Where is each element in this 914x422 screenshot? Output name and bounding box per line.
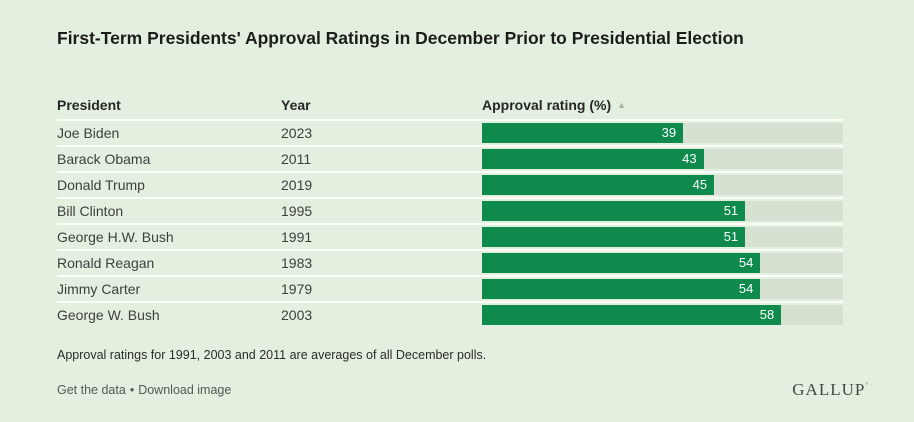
rating-cell: 51 — [482, 227, 843, 247]
rating-cell: 54 — [482, 279, 843, 299]
president-cell: Barack Obama — [57, 151, 151, 167]
rating-cell: 43 — [482, 149, 843, 169]
table-row: George W. Bush 2003 58 — [57, 301, 843, 327]
table-row: Jimmy Carter 1979 54 — [57, 275, 843, 301]
table-row: Barack Obama 2011 43 — [57, 145, 843, 171]
bar-value-label: 39 — [661, 125, 677, 140]
president-cell: Jimmy Carter — [57, 281, 141, 297]
bar-track: 45 — [482, 175, 843, 195]
table-row: George H.W. Bush 1991 51 — [57, 223, 843, 249]
approval-bar[interactable]: 54 — [482, 279, 761, 299]
sort-ascending-icon: ▲ — [617, 100, 627, 110]
year-cell: 1991 — [281, 229, 313, 245]
chart-title: First-Term Presidents' Approval Ratings … — [57, 28, 744, 48]
gallup-logo-text: GALLUP — [792, 380, 866, 399]
table-header-row: President Year Approval rating (%) ▲ — [57, 97, 843, 119]
bar-value-label: 51 — [723, 229, 739, 244]
bar-value-label: 58 — [759, 307, 775, 322]
year-cell: 1983 — [281, 255, 313, 271]
gallup-logo: GALLUP’ — [792, 380, 868, 400]
rating-cell: 58 — [482, 305, 843, 325]
approval-bar[interactable]: 54 — [482, 253, 761, 273]
column-header-president[interactable]: President — [57, 97, 121, 113]
footer: Get the data • Download image GALLUP’ — [57, 380, 868, 400]
year-cell: 2011 — [281, 151, 312, 167]
bar-value-label: 43 — [682, 151, 697, 166]
table-row: Ronald Reagan 1983 54 — [57, 249, 843, 275]
bar-track: 39 — [482, 123, 843, 143]
bar-track: 51 — [482, 227, 843, 247]
approval-bar[interactable]: 58 — [482, 305, 782, 325]
approval-ratings-table: President Year Approval rating (%) ▲ Joe … — [57, 97, 843, 327]
president-cell: Joe Biden — [57, 125, 120, 141]
rating-cell: 54 — [482, 253, 843, 273]
table-row: Bill Clinton 1995 51 — [57, 197, 843, 223]
bar-value-label: 54 — [738, 255, 754, 270]
president-cell: George W. Bush — [57, 307, 160, 323]
table-row: Donald Trump 2019 45 — [57, 171, 843, 197]
table-row: Joe Biden 2023 39 — [57, 119, 843, 145]
year-cell: 2003 — [281, 307, 313, 323]
year-cell: 1995 — [281, 203, 313, 219]
gallup-trademark-icon: ’ — [865, 381, 868, 390]
bar-track: 43 — [482, 149, 843, 169]
get-the-data-link[interactable]: Get the data — [57, 383, 126, 397]
rating-cell: 51 — [482, 201, 843, 221]
year-cell: 2019 — [281, 177, 313, 193]
column-header-year[interactable]: Year — [281, 97, 311, 113]
footnote: Approval ratings for 1991, 2003 and 2011… — [57, 348, 487, 362]
president-cell: Ronald Reagan — [57, 255, 155, 271]
table-body: Joe Biden 2023 39 Barack Obama 2011 43 Donald … — [57, 119, 843, 327]
president-cell: Donald Trump — [57, 177, 145, 193]
president-cell: George H.W. Bush — [57, 229, 174, 245]
approval-rating-header-label: Approval rating (%) — [482, 97, 612, 113]
approval-bar[interactable]: 45 — [482, 175, 715, 195]
approval-bar[interactable]: 43 — [482, 149, 704, 169]
link-separator: • — [129, 383, 135, 397]
approval-bar[interactable]: 51 — [482, 227, 746, 247]
bar-track: 54 — [482, 279, 843, 299]
president-cell: Bill Clinton — [57, 203, 124, 219]
column-header-approval-rating[interactable]: Approval rating (%) ▲ — [482, 97, 843, 113]
bar-track: 54 — [482, 253, 843, 273]
rating-cell: 45 — [482, 175, 843, 195]
bar-value-label: 51 — [723, 203, 739, 218]
footer-links: Get the data • Download image — [57, 383, 231, 397]
rating-cell: 39 — [482, 123, 843, 143]
bar-value-label: 54 — [738, 281, 754, 296]
year-cell: 2023 — [281, 125, 313, 141]
bar-track: 51 — [482, 201, 843, 221]
download-image-link[interactable]: Download image — [138, 383, 232, 397]
approval-bar[interactable]: 39 — [482, 123, 684, 143]
bar-track: 58 — [482, 305, 843, 325]
approval-bar[interactable]: 51 — [482, 201, 746, 221]
bar-value-label: 45 — [692, 177, 708, 192]
year-cell: 1979 — [281, 281, 313, 297]
